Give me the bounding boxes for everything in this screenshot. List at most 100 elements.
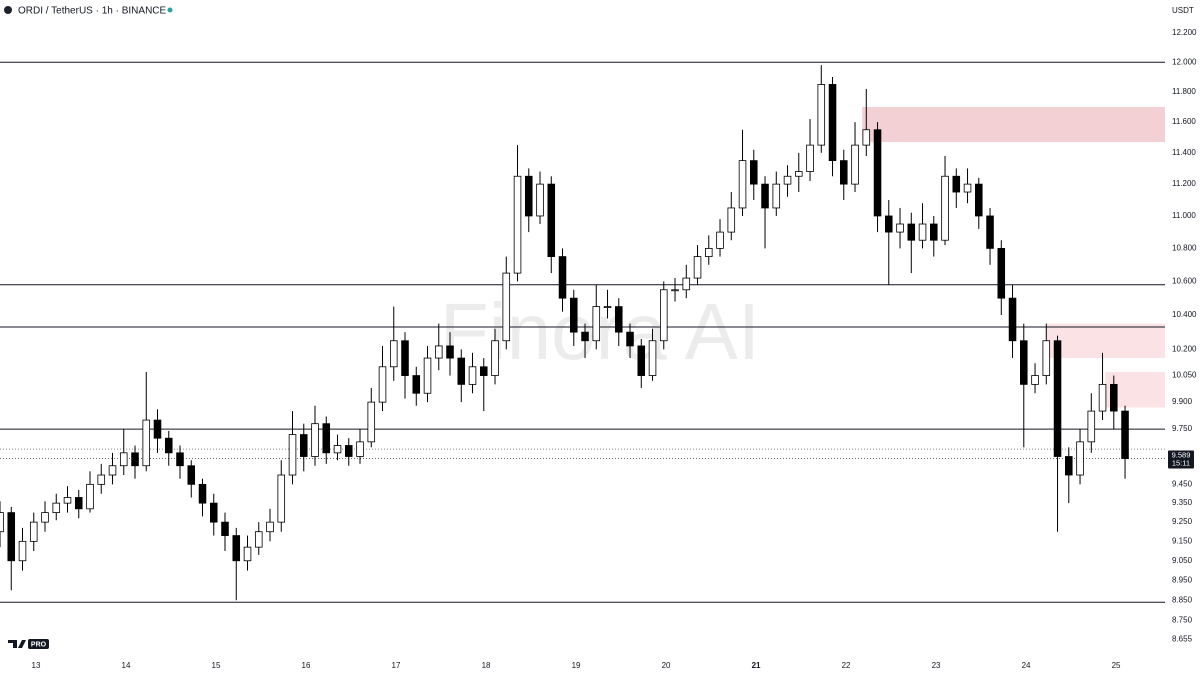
candle-body — [986, 215, 994, 249]
y-tick-label: 11.200 — [1172, 179, 1196, 188]
candle-body — [704, 247, 713, 257]
currency[interactable]: USDT — [1172, 6, 1194, 15]
y-tick-label: 9.050 — [1172, 556, 1193, 565]
candle-body — [750, 160, 758, 185]
candle-body — [524, 175, 533, 217]
y-tick-label: 11.800 — [1172, 87, 1196, 96]
candle-body — [1020, 340, 1028, 385]
candle-body — [97, 474, 106, 485]
candle-body — [930, 223, 938, 241]
candle-body — [412, 375, 421, 394]
candle-body — [513, 175, 522, 274]
y-tick-label: 8.750 — [1172, 615, 1193, 624]
candle-body — [761, 183, 769, 209]
candle-body — [772, 183, 781, 209]
candle-body — [896, 223, 904, 233]
candle-body — [536, 183, 544, 217]
candle-body — [963, 183, 972, 193]
candle-body — [491, 340, 499, 376]
candle-body — [41, 512, 49, 523]
candle-body — [468, 366, 477, 385]
y-tick-label: 10.800 — [1172, 243, 1197, 252]
tv-logo: PRO — [8, 639, 49, 649]
candle-body — [795, 171, 803, 177]
x-tick-label: 18 — [482, 661, 491, 670]
y-tick-label: 12.200 — [1172, 28, 1197, 37]
candle-body — [851, 144, 859, 185]
candle-body — [63, 497, 72, 504]
y-tick-label: 10.600 — [1172, 277, 1197, 286]
candle-body — [479, 366, 488, 376]
x-tick-label: 13 — [32, 661, 41, 670]
candle-body — [558, 256, 567, 299]
candle-body — [1121, 410, 1129, 459]
x-tick-label: 21 — [752, 661, 761, 670]
x-tick-label: 25 — [1112, 661, 1121, 670]
candle-body — [1087, 410, 1096, 443]
candle-body — [581, 331, 589, 342]
y-tick-label: 9.250 — [1172, 517, 1193, 526]
candle-body — [0, 512, 4, 533]
x-tick-label: 20 — [662, 661, 671, 670]
candle-body — [1042, 340, 1051, 376]
y-tick-label: 8.655 — [1172, 635, 1193, 644]
candle-body — [738, 160, 747, 209]
candle-body — [7, 512, 16, 562]
candle-body — [569, 297, 578, 333]
candle-body — [918, 223, 927, 241]
x-tick-label: 22 — [842, 661, 851, 670]
y-tick-label: 11.600 — [1172, 117, 1196, 126]
status-dot — [167, 7, 173, 13]
candle-body — [142, 419, 151, 467]
candle-body — [716, 231, 724, 249]
x-tick-label: 14 — [122, 661, 131, 670]
x-tick-label: 19 — [572, 661, 581, 670]
zone — [1046, 323, 1165, 359]
y-tick-label: 11.000 — [1172, 211, 1196, 220]
candle-body — [198, 483, 207, 504]
candle-body — [907, 223, 916, 241]
candle-body — [626, 331, 634, 347]
candle-body — [446, 345, 454, 359]
x-tick-label: 24 — [1022, 661, 1031, 670]
candle-body — [176, 452, 184, 467]
countdown: 15:11 — [1172, 459, 1190, 468]
y-tick-label: 11.400 — [1172, 148, 1196, 157]
candle-body — [783, 175, 792, 185]
candle-body — [108, 465, 117, 476]
candle-body — [828, 84, 837, 162]
candle-body — [74, 497, 83, 510]
candle-body — [52, 502, 61, 514]
candle-body — [243, 546, 252, 562]
candle-body — [457, 357, 466, 385]
candle-body — [648, 340, 657, 376]
candle-body — [1053, 340, 1062, 457]
x-tick-label: 23 — [932, 661, 941, 670]
candle-body — [378, 366, 387, 403]
candle-body — [311, 423, 319, 457]
y-tick-label: 8.950 — [1172, 576, 1193, 585]
candle-body — [547, 183, 556, 257]
candle-body — [209, 502, 218, 523]
candle-body — [671, 289, 679, 292]
candle-body — [975, 183, 983, 217]
candle-body — [1065, 456, 1073, 476]
candle-body — [603, 306, 612, 308]
x-tick-label: 17 — [392, 661, 401, 670]
candle-body — [288, 434, 297, 476]
candle-body — [941, 175, 949, 241]
y-tick-label: 9.750 — [1172, 424, 1193, 433]
symbol-icon — [4, 6, 12, 14]
y-tick-label: 10.200 — [1172, 344, 1197, 353]
candle-body — [693, 256, 702, 279]
candle-body — [1098, 383, 1107, 412]
candle-body — [401, 340, 409, 376]
candle-body — [592, 306, 601, 342]
price-tag-label: 9.589 — [1172, 451, 1191, 460]
candle-body — [389, 340, 398, 368]
candle-body — [682, 277, 691, 291]
candle-body — [187, 465, 196, 485]
candle-body — [356, 441, 364, 457]
candle-body — [86, 483, 94, 510]
